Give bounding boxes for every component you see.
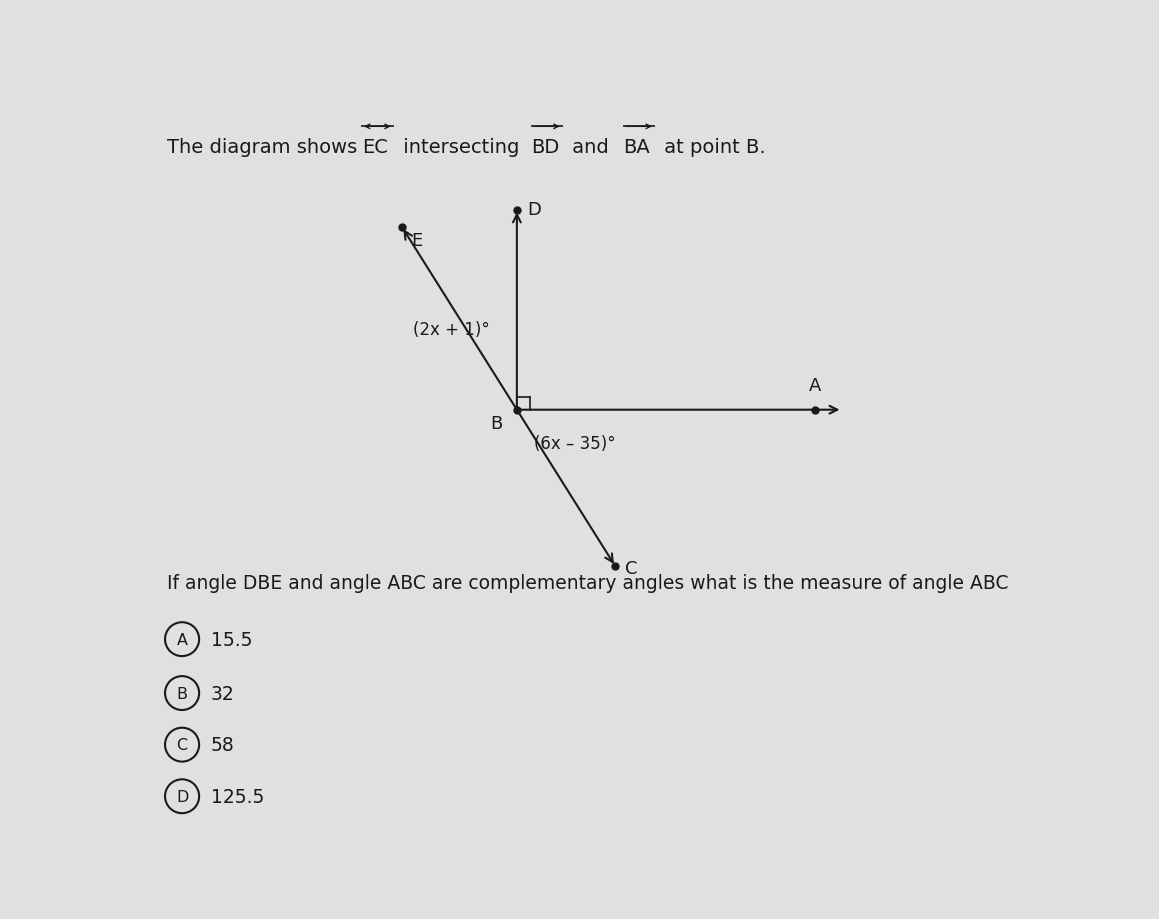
Text: A: A	[809, 377, 822, 395]
Text: B: B	[176, 686, 188, 701]
Text: intersecting: intersecting	[396, 138, 525, 156]
Text: 58: 58	[211, 735, 234, 754]
Text: at point B.: at point B.	[658, 138, 766, 156]
Text: B: B	[490, 414, 503, 432]
Text: and: and	[566, 138, 614, 156]
Text: 125.5: 125.5	[211, 787, 264, 806]
Text: If angle DBE and angle ABC are complementary angles what is the measure of angle: If angle DBE and angle ABC are complemen…	[167, 573, 1008, 593]
Text: 32: 32	[211, 684, 234, 703]
Text: BA: BA	[624, 138, 650, 156]
Text: E: E	[411, 232, 422, 249]
Text: C: C	[625, 559, 637, 577]
Text: D: D	[527, 201, 541, 220]
Text: BD: BD	[531, 138, 559, 156]
Text: EC: EC	[362, 138, 388, 156]
Text: (2x + 1)°: (2x + 1)°	[413, 321, 490, 338]
Text: The diagram shows: The diagram shows	[167, 138, 363, 156]
Text: 15.5: 15.5	[211, 630, 253, 649]
Text: C: C	[176, 737, 188, 753]
Text: A: A	[176, 632, 188, 647]
Text: (6x – 35)°: (6x – 35)°	[534, 435, 615, 453]
Text: D: D	[176, 789, 188, 804]
